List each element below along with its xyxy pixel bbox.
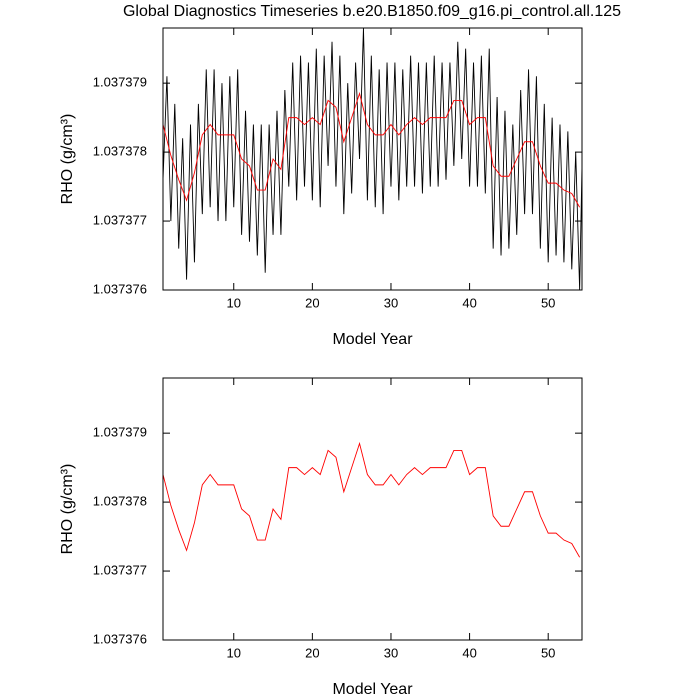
x-tick-label: 30 — [384, 645, 398, 660]
x-tick-label: 40 — [462, 295, 476, 310]
chart-title: Global Diagnostics Timeseries b.e20.B185… — [123, 3, 621, 20]
y-tick-label: 1.037379 — [93, 75, 147, 90]
y-tick-label: 1.037377 — [93, 212, 147, 227]
y-axis-label: RHO (g/cm³) — [59, 114, 76, 205]
x-tick-label: 20 — [305, 645, 319, 660]
y-tick-label: 1.037377 — [93, 562, 147, 577]
series-line — [162, 27, 583, 291]
y-tick-label: 1.037378 — [93, 144, 147, 159]
series-line — [162, 441, 581, 558]
y-tick-label: 1.037376 — [93, 631, 147, 646]
x-tick-label: 30 — [384, 295, 398, 310]
plot-frame — [162, 27, 583, 291]
y-tick-label: 1.037376 — [93, 281, 147, 296]
y-axis-label: RHO (g/cm³) — [59, 464, 76, 555]
y-tick-label: 1.037378 — [93, 494, 147, 509]
x-tick-label: 50 — [541, 295, 555, 310]
x-tick-label: 20 — [305, 295, 319, 310]
x-axis-label: Model Year — [332, 681, 413, 698]
x-tick-label: 50 — [541, 645, 555, 660]
x-tick-label: 40 — [462, 645, 476, 660]
plot-frame — [162, 377, 583, 641]
series-line — [162, 91, 581, 208]
x-tick-label: 10 — [227, 295, 241, 310]
y-tick-label: 1.037379 — [93, 425, 147, 440]
x-axis-label: Model Year — [332, 331, 413, 348]
x-tick-label: 10 — [227, 645, 241, 660]
